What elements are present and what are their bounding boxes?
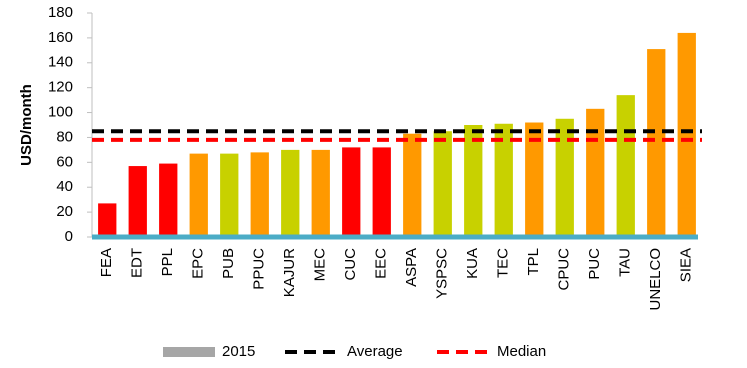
x-tick-label: FEA: [98, 248, 115, 277]
y-tick-label: 60: [56, 153, 73, 170]
bar: [555, 118, 574, 237]
x-tick-label: TPL: [525, 248, 542, 276]
x-tick-label: KAJUR: [281, 248, 298, 297]
legend-label: Average: [347, 343, 403, 360]
x-tick-label: YSPSC: [434, 248, 451, 299]
x-tick-label: UNELCO: [647, 248, 664, 311]
x-tick-label: CPUC: [556, 248, 573, 291]
bar: [403, 133, 422, 237]
x-tick-label: TAU: [617, 248, 634, 277]
x-tick-label: PPUC: [251, 248, 268, 290]
x-tick-label: EDT: [129, 248, 146, 278]
legend-swatch: [163, 347, 215, 357]
bar: [616, 95, 635, 237]
y-axis-label: USD/month: [18, 84, 35, 166]
y-tick-label: 100: [48, 104, 73, 121]
bar: [494, 123, 513, 237]
x-tick-label: EPC: [190, 248, 207, 279]
x-tick-label: ASPA: [403, 248, 420, 287]
x-tick-label: KUA: [464, 248, 481, 279]
x-tick-label: MEC: [312, 248, 329, 282]
bar: [586, 108, 605, 237]
y-tick-label: 180: [48, 4, 73, 21]
y-tick-label: 20: [56, 203, 73, 220]
x-tick-label: EEC: [373, 248, 390, 279]
bar: [220, 153, 239, 237]
y-tick-label: 160: [48, 29, 73, 46]
bar: [342, 147, 361, 237]
x-tick-label: PUB: [220, 248, 237, 279]
bar: [647, 49, 666, 237]
y-tick-label: 40: [56, 178, 73, 195]
bar: [159, 163, 178, 237]
bar: [281, 149, 300, 237]
y-tick-label: 0: [65, 228, 73, 245]
bar: [677, 32, 696, 238]
x-tick-label: SIEA: [678, 248, 695, 282]
x-tick-label: PUC: [586, 248, 603, 280]
bar: [250, 152, 269, 237]
bar: [525, 122, 544, 237]
y-tick-label: 120: [48, 79, 73, 96]
y-tick-label: 80: [56, 128, 73, 145]
bar: [372, 147, 391, 237]
bar: [98, 203, 117, 237]
legend-label: 2015: [222, 343, 255, 360]
x-tick-label: PPL: [159, 248, 176, 276]
bar: [464, 125, 483, 237]
legend-label: Median: [497, 343, 546, 360]
bar: [189, 153, 208, 237]
bar: [311, 149, 330, 237]
x-tick-label: TEC: [495, 248, 512, 278]
y-tick-label: 140: [48, 54, 73, 71]
bar: [433, 131, 452, 237]
x-tick-label: CUC: [342, 248, 359, 281]
bar: [128, 166, 147, 237]
